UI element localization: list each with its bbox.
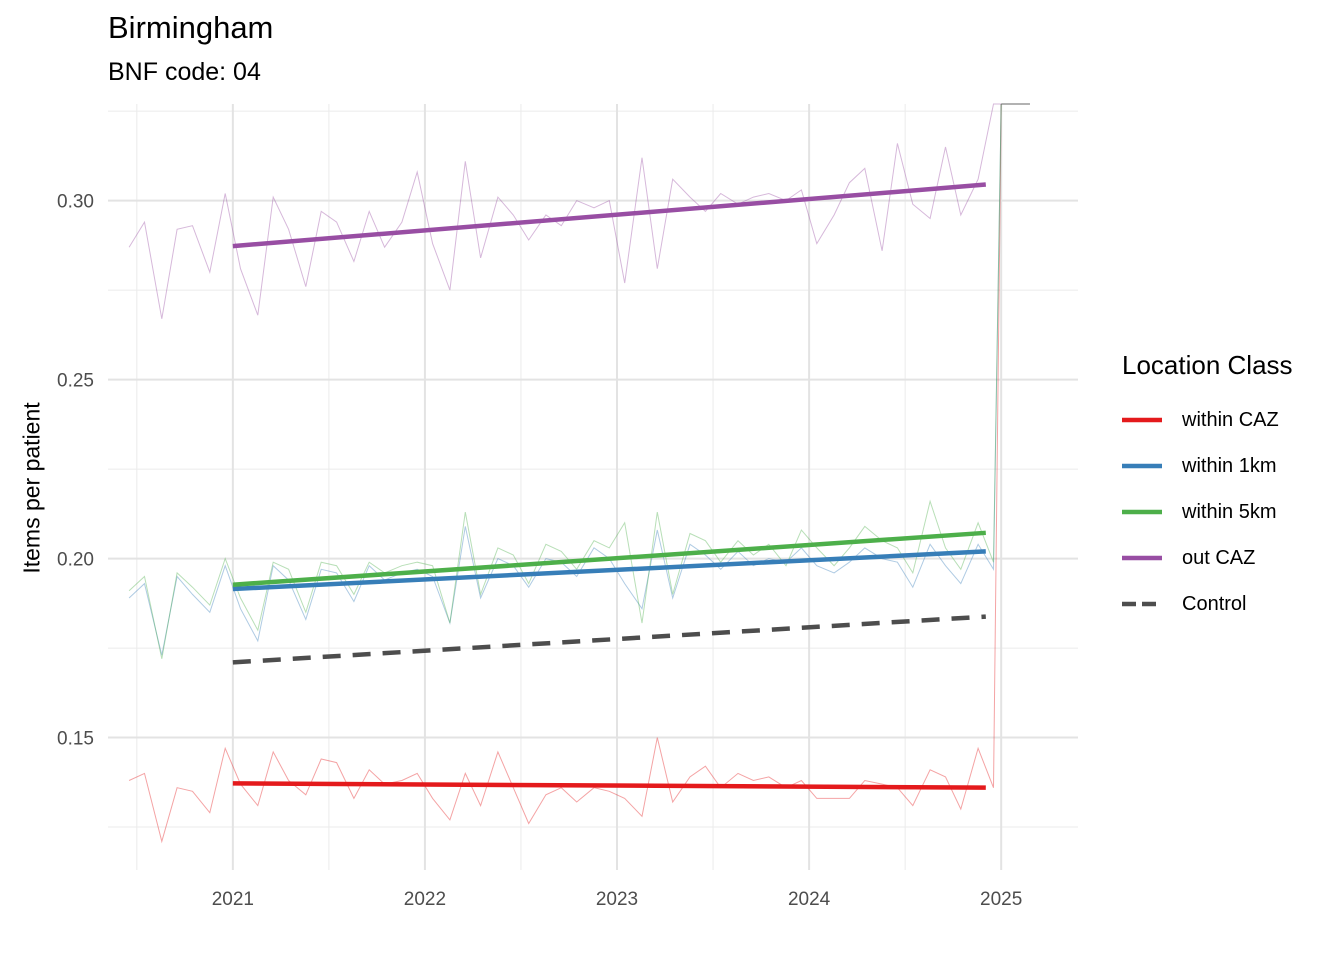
series-monthly-line <box>128 103 1002 319</box>
legend-items: within CAZ within 1km within 5km out CAZ Con… <box>1122 397 1293 627</box>
legend-item: within CAZ <box>1122 397 1293 443</box>
series-monthly-line <box>128 103 1002 844</box>
legend-swatch <box>1122 601 1162 607</box>
legend-key <box>1122 405 1162 435</box>
y-tick-label: 0.20 <box>57 550 94 571</box>
x-tick-label: 2025 <box>980 889 1022 910</box>
legend-key <box>1122 451 1162 481</box>
legend-item: out CAZ <box>1122 535 1293 581</box>
x-tick-label: 2023 <box>596 889 638 910</box>
legend-swatch <box>1122 509 1162 515</box>
y-tick-label: 0.15 <box>57 729 94 750</box>
legend-item: within 1km <box>1122 443 1293 489</box>
legend-key <box>1122 497 1162 527</box>
series-monthly-line <box>128 103 1002 659</box>
legend-swatch <box>1122 555 1162 561</box>
legend-label: within 5km <box>1182 500 1277 523</box>
legend-key <box>1122 543 1162 573</box>
legend-swatch <box>1122 417 1162 423</box>
legend-title: Location Class <box>1122 350 1293 380</box>
legend-swatch <box>1122 463 1162 469</box>
legend-key <box>1122 589 1162 619</box>
legend-item: within 5km <box>1122 489 1293 535</box>
legend-label: within 1km <box>1182 454 1277 477</box>
legend-item: Control <box>1122 581 1293 627</box>
legend-label: within CAZ <box>1182 408 1279 431</box>
chart-subtitle: BNF code: 04 <box>108 58 261 86</box>
series-trend-line <box>232 614 986 665</box>
x-tick-label: 2022 <box>404 889 446 910</box>
chart-title: Birmingham <box>108 10 274 45</box>
series-trend-line <box>232 549 986 592</box>
legend-label: out CAZ <box>1182 546 1256 569</box>
x-tick-label: 2021 <box>212 889 254 910</box>
legend: Location Class within CAZ within 1km withi… <box>1122 350 1293 627</box>
series-monthly-line <box>128 103 1002 656</box>
y-tick-label: 0.30 <box>57 192 94 213</box>
series-trend-line <box>232 182 986 249</box>
x-tick-label: 2024 <box>788 889 831 910</box>
series-trend-line <box>232 530 986 587</box>
series-trend-line <box>232 781 986 790</box>
legend-label: Control <box>1182 592 1247 615</box>
y-tick-label: 0.25 <box>57 371 94 392</box>
